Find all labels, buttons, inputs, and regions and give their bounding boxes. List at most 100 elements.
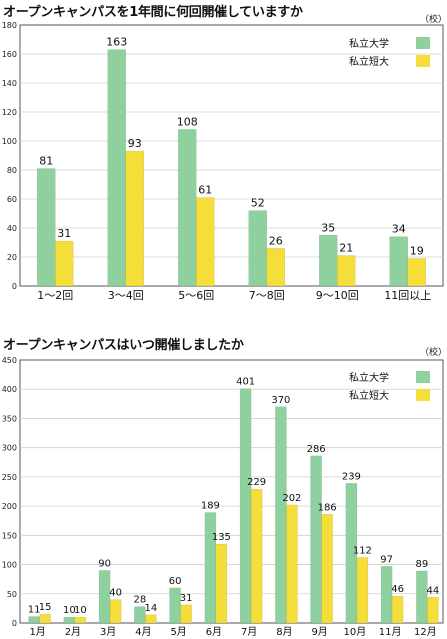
chart2-bar-junior-college (286, 504, 298, 624)
chart2-category-label: 2月 (65, 626, 81, 638)
chart2-bar-university (310, 455, 322, 624)
chart1-legend-label: 私立短大 (349, 55, 389, 68)
chart2-data-label: 401 (236, 377, 255, 388)
chart1-legend-label: 私立大学 (349, 37, 389, 50)
chart2-bar-university (345, 483, 358, 624)
chart2-bar-university (380, 566, 393, 624)
chart1-data-label: 108 (177, 115, 198, 128)
chart2-title: オープンキャンパスはいつ開催しましたか (3, 338, 244, 353)
chart1-ytick-label: 20 (7, 253, 17, 262)
chart2-data-label: 90 (98, 558, 111, 569)
chart2-bar-junior-college (250, 488, 263, 624)
chart2-bar-junior-college (145, 614, 157, 624)
chart2-ytick-label: 200 (2, 502, 17, 511)
chart2-ytick-label: 350 (2, 414, 17, 423)
chart1-data-label: 93 (128, 137, 142, 150)
chart2-ytick-label: 100 (2, 561, 17, 570)
chart2-plot-frame (19, 359, 444, 624)
chart2-data-label: 14 (145, 603, 158, 614)
chart1-ytick-label: 100 (2, 137, 17, 146)
chart1-data-label: 81 (39, 155, 53, 168)
chart2-ytick-label: 300 (2, 444, 17, 453)
chart1-plot: 0 20 40 60 80 100 120 140 160 180 81 31 1～2回 163 93 3～4… (2, 21, 444, 302)
chart2-category-label: 8月 (276, 626, 292, 638)
chart2-bar-university (416, 570, 428, 624)
chart1-bar-junior-college (337, 255, 356, 287)
chart1-data-label: 61 (198, 184, 212, 197)
chart2-bar-junior-college (321, 514, 333, 624)
chart2-ytick-label: 150 (2, 531, 17, 540)
chart2-ytick-label: 450 (2, 356, 17, 365)
chart2-legend-label: 私立短大 (349, 389, 389, 402)
chart2-data-label: 229 (247, 477, 266, 488)
chart2-data-label: 31 (180, 593, 193, 604)
chart2-data-label: 10 (63, 605, 76, 616)
chart1-category-label: 3～4回 (108, 289, 144, 302)
chart1-data-label: 19 (410, 244, 424, 257)
chart1-category-label: 11回以上 (384, 289, 431, 302)
chart2-bar-university (275, 406, 287, 624)
chart2-legend-swatch-university (416, 371, 430, 383)
chart1-unit: （校） (420, 15, 447, 25)
chart2-data-label: 15 (39, 602, 52, 613)
chart1-ytick-label: 40 (7, 224, 17, 233)
chart2-bar-junior-college (39, 613, 51, 624)
chart2-category-label: 10月 (344, 626, 367, 638)
chart2-data-label: 186 (318, 502, 337, 513)
chart2-data-label: 97 (380, 554, 393, 565)
chart2-ytick-label: 400 (2, 385, 17, 394)
chart1-category-label: 7～8回 (249, 289, 285, 302)
chart1-bar-junior-college (125, 150, 144, 287)
chart2-bar-university (98, 570, 111, 624)
chart2-legend-label: 私立大学 (349, 371, 389, 384)
chart1-ytick-label: 140 (2, 79, 17, 88)
chart2-bar-junior-college (180, 604, 192, 624)
chart1-bar-junior-college (266, 248, 285, 287)
chart2-category-label: 3月 (100, 626, 116, 638)
chart1-plot-frame (19, 24, 444, 287)
chart2-category-label: 6月 (206, 626, 222, 638)
chart2-bar-junior-college (427, 597, 439, 624)
chart2-bar-university (28, 616, 40, 624)
chart2-data-label: 44 (427, 585, 440, 596)
chart2-data-label: 135 (212, 532, 231, 543)
chart1-data-label: 26 (269, 234, 283, 247)
chart1-category-label: 1～2回 (37, 289, 73, 302)
chart2-ytick-label: 50 (7, 590, 17, 599)
chart2-unit: （校） (420, 348, 447, 358)
chart2-bar-university (63, 616, 76, 624)
chart2-bar-university (239, 388, 252, 624)
chart1-bar-junior-college (55, 240, 74, 287)
chart2-category-label: 5月 (170, 626, 186, 638)
chart2-data-label: 10 (74, 605, 87, 616)
chart2-bar-junior-college (109, 599, 122, 624)
chart1-data-label: 21 (339, 242, 353, 255)
chart2-data-label: 286 (307, 444, 326, 455)
chart1-bar-junior-college (407, 258, 426, 287)
chart1-ytick-label: 180 (2, 21, 17, 30)
chart2-category-label: 1月 (29, 626, 45, 638)
chart1-data-label: 35 (321, 221, 335, 234)
chart2-data-label: 239 (342, 471, 361, 482)
chart2-category-label: 11月 (379, 626, 402, 638)
chart2-data-label: 189 (201, 501, 220, 512)
chart2-category-label: 9月 (311, 626, 327, 638)
chart1-ytick-label: 0 (12, 282, 17, 291)
chart2-bar-junior-college (391, 595, 404, 624)
chart2-data-label: 202 (282, 493, 301, 504)
chart1-data-label: 34 (392, 223, 406, 236)
chart2-data-label: 112 (353, 546, 372, 557)
chart2-bar-junior-college (215, 543, 228, 624)
chart2-data-label: 370 (271, 395, 290, 406)
chart1-legend-swatch-university (416, 37, 430, 49)
chart2-bar-junior-college (74, 616, 87, 624)
chart2-data-label: 40 (109, 588, 122, 599)
chart1-title: オープンキャンパスを1年間に何回開催していますか (3, 5, 303, 20)
chart1-ytick-label: 120 (2, 108, 17, 117)
chart2-data-label: 11 (28, 605, 41, 616)
chart2-bar-university (204, 512, 217, 624)
chart2-bar-junior-college (356, 557, 369, 624)
chart2-data-label: 60 (169, 576, 182, 587)
chart2-data-label: 89 (416, 559, 429, 570)
chart1-ytick-label: 160 (2, 50, 17, 59)
